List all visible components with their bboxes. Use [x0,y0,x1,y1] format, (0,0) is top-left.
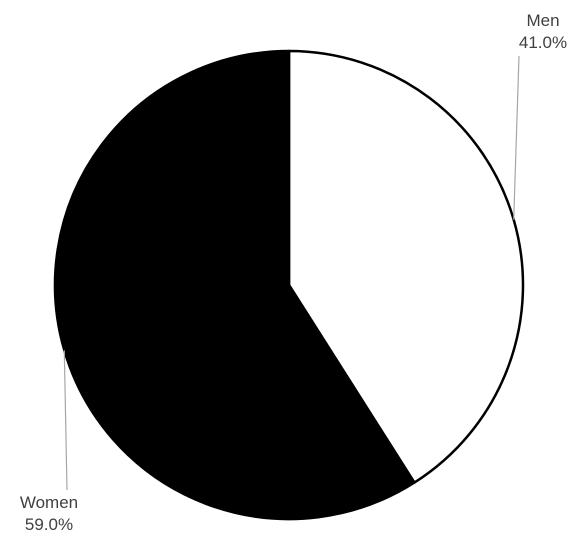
pie-slice-women [53,49,416,521]
data-label-women: Women 59.0% [6,492,92,536]
data-label-men-name: Men [526,11,560,30]
data-label-men: Men 41.0% [508,10,578,54]
data-label-women-name: Women [19,493,79,512]
pie-slice-men [287,49,525,484]
data-label-women-value: 59.0% [24,515,74,534]
leader-line-men [513,55,520,220]
data-label-men-value: 41.0% [518,33,568,52]
leader-line-women [63,350,68,491]
